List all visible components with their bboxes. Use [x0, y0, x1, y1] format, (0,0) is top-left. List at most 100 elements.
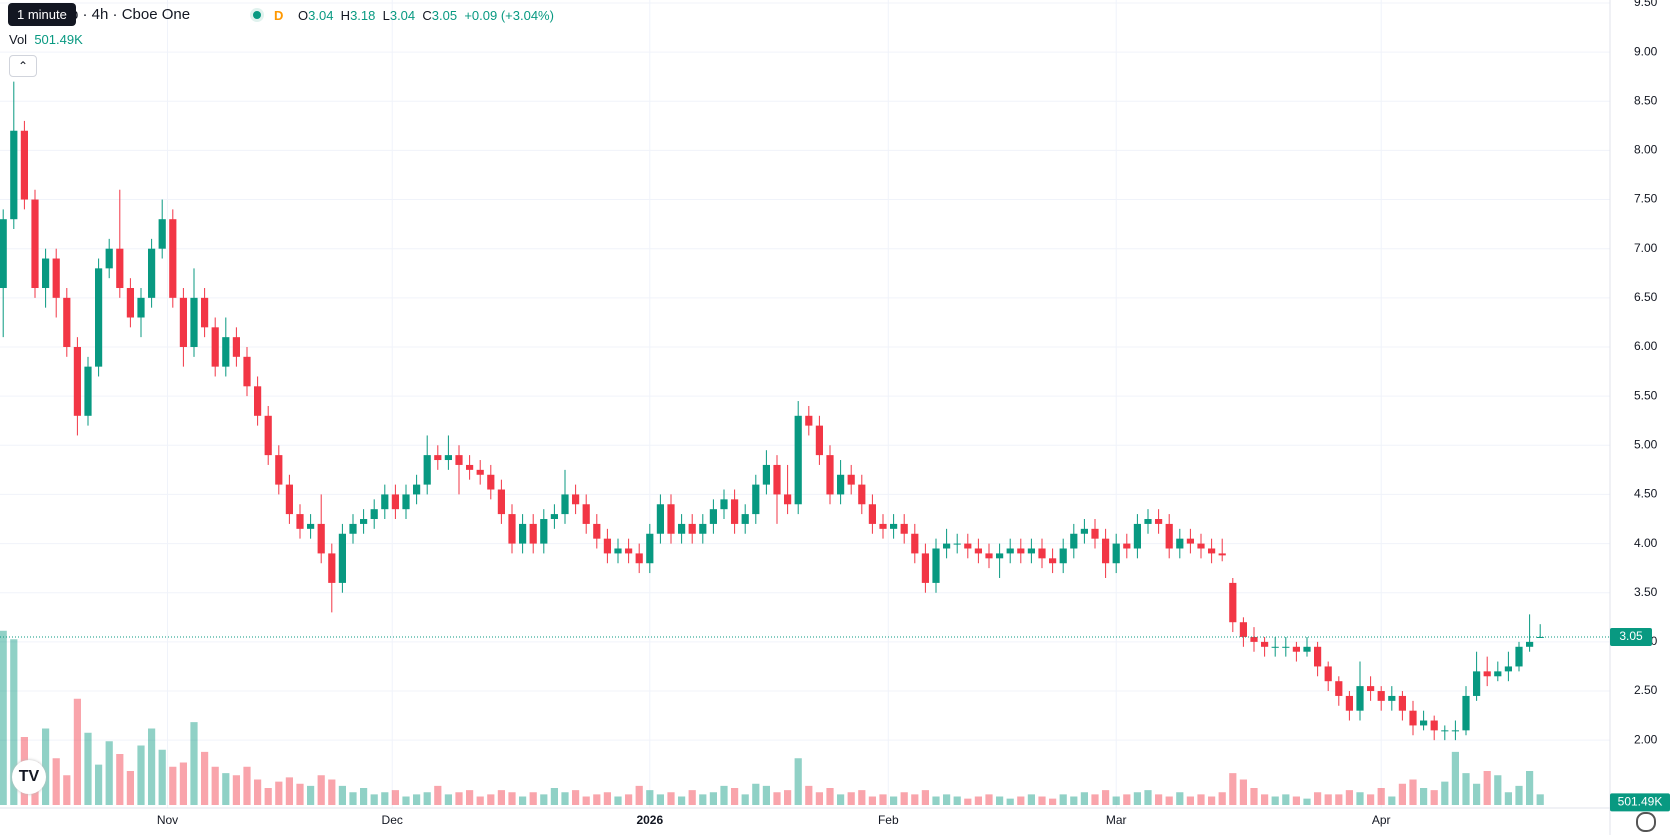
volume-bar: [561, 792, 569, 805]
candle-body: [1102, 538, 1110, 564]
volume-bar: [1017, 796, 1025, 805]
x-tick-label: Apr: [1372, 813, 1391, 827]
volume-bar: [1112, 796, 1120, 805]
candle-body: [264, 415, 272, 456]
volume-bar: [455, 792, 463, 805]
label: O: [298, 8, 309, 23]
candle-body: [815, 425, 823, 456]
candle-body: [1494, 671, 1502, 677]
candle-body: [603, 538, 611, 554]
volume-bar: [1049, 798, 1057, 805]
status-dot: [250, 8, 264, 22]
candle-body: [667, 504, 675, 534]
volume-bar: [688, 790, 696, 805]
candle-body: [1038, 548, 1046, 559]
volume-bar: [985, 794, 993, 805]
volume-bar: [10, 639, 18, 805]
candle-body: [1398, 695, 1406, 711]
volume-bar: [1420, 788, 1428, 805]
candle-body: [519, 523, 527, 544]
volume-bar: [709, 792, 717, 805]
volume-bar: [752, 783, 760, 805]
volume-bar: [603, 792, 611, 805]
y-tick-label: 6.50: [1634, 290, 1658, 304]
ohlc-legend: O3.04 H3.18 L3.04 C3.05 +0.09 (+3.04%): [298, 8, 554, 23]
volume-bar: [84, 732, 92, 805]
volume-bar: [964, 798, 972, 805]
volume-bar: [762, 785, 770, 805]
volume-bar: [900, 792, 908, 805]
volume-bar: [1345, 790, 1353, 805]
collapse-button[interactable]: ⌃: [9, 55, 37, 77]
x-tick-label: Dec: [382, 813, 403, 827]
volume-bar: [222, 773, 230, 805]
volume-bar: [201, 751, 209, 805]
candle-body: [656, 504, 664, 534]
candle-body: [31, 199, 39, 289]
candle-body: [466, 464, 474, 470]
volume-bar: [497, 790, 505, 805]
volume-bar: [476, 796, 484, 805]
candle-body: [1345, 695, 1353, 711]
volume-bar: [391, 790, 399, 805]
candle-body: [370, 509, 378, 520]
candle-body: [572, 494, 580, 505]
candle-body: [1208, 548, 1216, 554]
volume-bar: [63, 775, 71, 805]
candle-body: [1049, 558, 1057, 564]
candle-body: [222, 337, 230, 367]
volume-bar: [1155, 794, 1163, 805]
candle-body: [360, 519, 368, 524]
y-tick-label: 2.50: [1634, 683, 1658, 697]
candle-body: [678, 523, 686, 534]
volume-bar: [1197, 794, 1205, 805]
x-tick-label: Mar: [1106, 813, 1127, 827]
volume-bar: [974, 796, 982, 805]
candle-body: [1218, 553, 1226, 556]
candle-body: [996, 553, 1004, 559]
volume-bar: [1398, 783, 1406, 805]
volume-bar: [614, 796, 622, 805]
settings-button[interactable]: [1636, 812, 1656, 832]
price-label-bg: [1610, 627, 1652, 646]
value: 3.18: [350, 8, 376, 23]
volume-bar: [646, 790, 654, 805]
candle-body: [179, 297, 187, 347]
candle-body: [317, 523, 325, 554]
value: 3.04: [389, 8, 416, 23]
change: +0.09 (+3.04%): [464, 8, 554, 23]
candle-body: [1133, 523, 1141, 549]
logo[interactable]: TV: [12, 760, 46, 794]
volume-bar: [360, 788, 368, 805]
candle-body: [148, 248, 156, 298]
volume-bar: [720, 785, 728, 805]
candle-body: [1462, 695, 1470, 731]
candle-body: [1303, 646, 1311, 652]
volume-bar: [519, 796, 527, 805]
tooltip: 1 minute: [8, 3, 76, 26]
volume-legend: Vol 501.49K: [9, 32, 83, 47]
candle-body: [1324, 666, 1332, 682]
volume-bar: [338, 785, 346, 805]
volume-bar: [349, 792, 357, 805]
volume-bar: [731, 788, 739, 805]
candle-body: [688, 523, 696, 534]
volume-bar: [1261, 794, 1269, 805]
candle-body: [105, 248, 113, 269]
volume-bar: [794, 758, 802, 805]
candle-body: [1261, 641, 1269, 647]
value: 3.05: [431, 8, 458, 23]
candle-body: [1027, 548, 1035, 554]
candle-body: [402, 494, 410, 510]
volume-bar: [1504, 792, 1512, 805]
candle-body: [625, 548, 633, 554]
candle-body: [741, 514, 749, 524]
candle-body: [10, 130, 18, 220]
candle-body: [95, 268, 103, 367]
candle-body: [169, 219, 177, 298]
candle-body: [529, 523, 537, 544]
volume-bar: [137, 745, 145, 805]
candle-body: [847, 474, 855, 485]
candle-body: [391, 494, 399, 510]
